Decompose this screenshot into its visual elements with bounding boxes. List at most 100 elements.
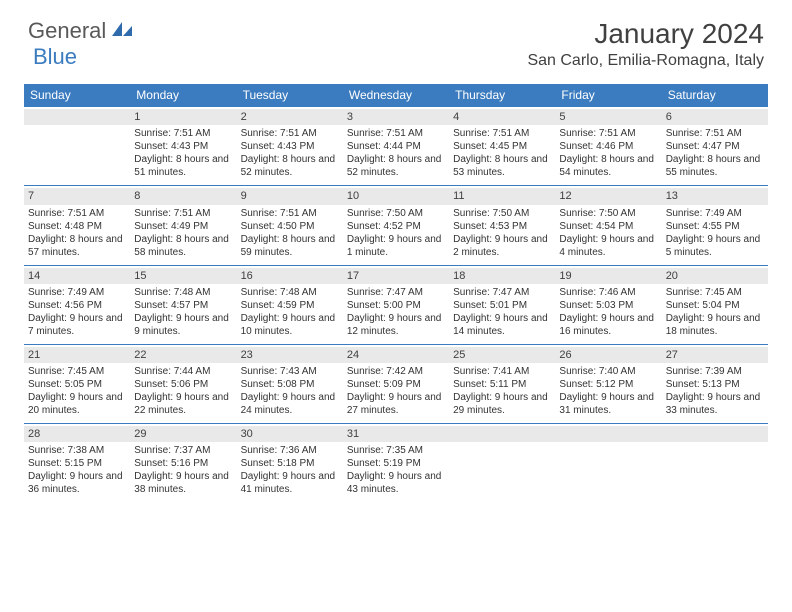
day-num: 31 <box>347 428 359 440</box>
sunset-text: Sunset: 4:55 PM <box>666 220 764 233</box>
day-num-row: 6 <box>662 109 768 125</box>
daylight-text: Daylight: 8 hours and 52 minutes. <box>347 153 445 179</box>
sunset-text: Sunset: 5:03 PM <box>559 299 657 312</box>
sunset-text: Sunset: 4:49 PM <box>134 220 232 233</box>
daylight-text: Daylight: 9 hours and 10 minutes. <box>241 312 339 338</box>
daylight-text: Daylight: 9 hours and 20 minutes. <box>28 391 126 417</box>
day-num: 12 <box>559 190 571 202</box>
sunset-text: Sunset: 4:56 PM <box>28 299 126 312</box>
sunrise-text: Sunrise: 7:51 AM <box>241 207 339 220</box>
daylight-text: Daylight: 9 hours and 33 minutes. <box>666 391 764 417</box>
sunset-text: Sunset: 4:53 PM <box>453 220 551 233</box>
day-header: Monday <box>130 84 236 106</box>
sunrise-text: Sunrise: 7:40 AM <box>559 365 657 378</box>
sunset-text: Sunset: 5:15 PM <box>28 457 126 470</box>
day-num-row: 31 <box>343 426 449 442</box>
daylight-text: Daylight: 8 hours and 52 minutes. <box>241 153 339 179</box>
sunset-text: Sunset: 4:50 PM <box>241 220 339 233</box>
day-num: 5 <box>559 111 565 123</box>
day-num: 22 <box>134 349 146 361</box>
day-num: 7 <box>28 190 34 202</box>
day-num-row: 1 <box>130 109 236 125</box>
day-num-row: 19 <box>555 268 661 284</box>
day-num-row: 5 <box>555 109 661 125</box>
daylight-text: Daylight: 9 hours and 22 minutes. <box>134 391 232 417</box>
daylight-text: Daylight: 8 hours and 53 minutes. <box>453 153 551 179</box>
day-num-row: 23 <box>237 347 343 363</box>
daylight-text: Daylight: 9 hours and 2 minutes. <box>453 233 551 259</box>
day-num: 26 <box>559 349 571 361</box>
sunrise-text: Sunrise: 7:51 AM <box>134 127 232 140</box>
sunrise-text: Sunrise: 7:48 AM <box>241 286 339 299</box>
day-num-row: 17 <box>343 268 449 284</box>
sunrise-text: Sunrise: 7:38 AM <box>28 444 126 457</box>
sunset-text: Sunset: 5:01 PM <box>453 299 551 312</box>
sunrise-text: Sunrise: 7:48 AM <box>134 286 232 299</box>
empty-day <box>662 426 768 442</box>
day-num: 30 <box>241 428 253 440</box>
daylight-text: Daylight: 9 hours and 5 minutes. <box>666 233 764 259</box>
day-cell <box>555 424 661 502</box>
sunset-text: Sunset: 4:47 PM <box>666 140 764 153</box>
day-cell <box>662 424 768 502</box>
day-cell: 28Sunrise: 7:38 AMSunset: 5:15 PMDayligh… <box>24 424 130 502</box>
day-cell: 6Sunrise: 7:51 AMSunset: 4:47 PMDaylight… <box>662 107 768 185</box>
week-row: 14Sunrise: 7:49 AMSunset: 4:56 PMDayligh… <box>24 265 768 344</box>
sunset-text: Sunset: 4:43 PM <box>134 140 232 153</box>
day-cell: 16Sunrise: 7:48 AMSunset: 4:59 PMDayligh… <box>237 266 343 344</box>
day-num-row: 29 <box>130 426 236 442</box>
daylight-text: Daylight: 9 hours and 43 minutes. <box>347 470 445 496</box>
day-num-row: 14 <box>24 268 130 284</box>
daylight-text: Daylight: 8 hours and 58 minutes. <box>134 233 232 259</box>
daylight-text: Daylight: 8 hours and 55 minutes. <box>666 153 764 179</box>
sunrise-text: Sunrise: 7:51 AM <box>241 127 339 140</box>
day-num: 29 <box>134 428 146 440</box>
day-num-row: 16 <box>237 268 343 284</box>
sunset-text: Sunset: 5:16 PM <box>134 457 232 470</box>
sunrise-text: Sunrise: 7:50 AM <box>347 207 445 220</box>
day-num: 6 <box>666 111 672 123</box>
day-num: 15 <box>134 270 146 282</box>
day-num-row: 27 <box>662 347 768 363</box>
day-num: 13 <box>666 190 678 202</box>
day-num-row: 22 <box>130 347 236 363</box>
sunset-text: Sunset: 4:45 PM <box>453 140 551 153</box>
daylight-text: Daylight: 9 hours and 27 minutes. <box>347 391 445 417</box>
day-num-row: 24 <box>343 347 449 363</box>
month-title: January 2024 <box>527 18 764 50</box>
day-num-row: 7 <box>24 188 130 204</box>
day-num-row: 8 <box>130 188 236 204</box>
day-cell <box>24 107 130 185</box>
daylight-text: Daylight: 9 hours and 9 minutes. <box>134 312 232 338</box>
sunset-text: Sunset: 4:46 PM <box>559 140 657 153</box>
sunrise-text: Sunrise: 7:51 AM <box>347 127 445 140</box>
day-header: Friday <box>555 84 661 106</box>
sunrise-text: Sunrise: 7:51 AM <box>559 127 657 140</box>
day-num: 18 <box>453 270 465 282</box>
day-cell <box>449 424 555 502</box>
sunset-text: Sunset: 4:54 PM <box>559 220 657 233</box>
sunrise-text: Sunrise: 7:42 AM <box>347 365 445 378</box>
week-row: 28Sunrise: 7:38 AMSunset: 5:15 PMDayligh… <box>24 423 768 502</box>
day-header: Wednesday <box>343 84 449 106</box>
day-num: 8 <box>134 190 140 202</box>
day-num-row: 10 <box>343 188 449 204</box>
week-row: 21Sunrise: 7:45 AMSunset: 5:05 PMDayligh… <box>24 344 768 423</box>
day-cell: 5Sunrise: 7:51 AMSunset: 4:46 PMDaylight… <box>555 107 661 185</box>
daylight-text: Daylight: 9 hours and 16 minutes. <box>559 312 657 338</box>
day-header: Thursday <box>449 84 555 106</box>
sunset-text: Sunset: 5:00 PM <box>347 299 445 312</box>
sunrise-text: Sunrise: 7:39 AM <box>666 365 764 378</box>
empty-day <box>449 426 555 442</box>
sunrise-text: Sunrise: 7:51 AM <box>134 207 232 220</box>
logo-line2: Blue <box>33 44 77 70</box>
day-cell: 14Sunrise: 7:49 AMSunset: 4:56 PMDayligh… <box>24 266 130 344</box>
day-num-row: 13 <box>662 188 768 204</box>
logo-text-1: General <box>28 18 106 44</box>
day-cell: 30Sunrise: 7:36 AMSunset: 5:18 PMDayligh… <box>237 424 343 502</box>
day-num: 14 <box>28 270 40 282</box>
logo: General <box>28 18 136 44</box>
sunrise-text: Sunrise: 7:47 AM <box>347 286 445 299</box>
header: General January 2024 San Carlo, Emilia-R… <box>0 0 792 78</box>
day-num-row: 18 <box>449 268 555 284</box>
